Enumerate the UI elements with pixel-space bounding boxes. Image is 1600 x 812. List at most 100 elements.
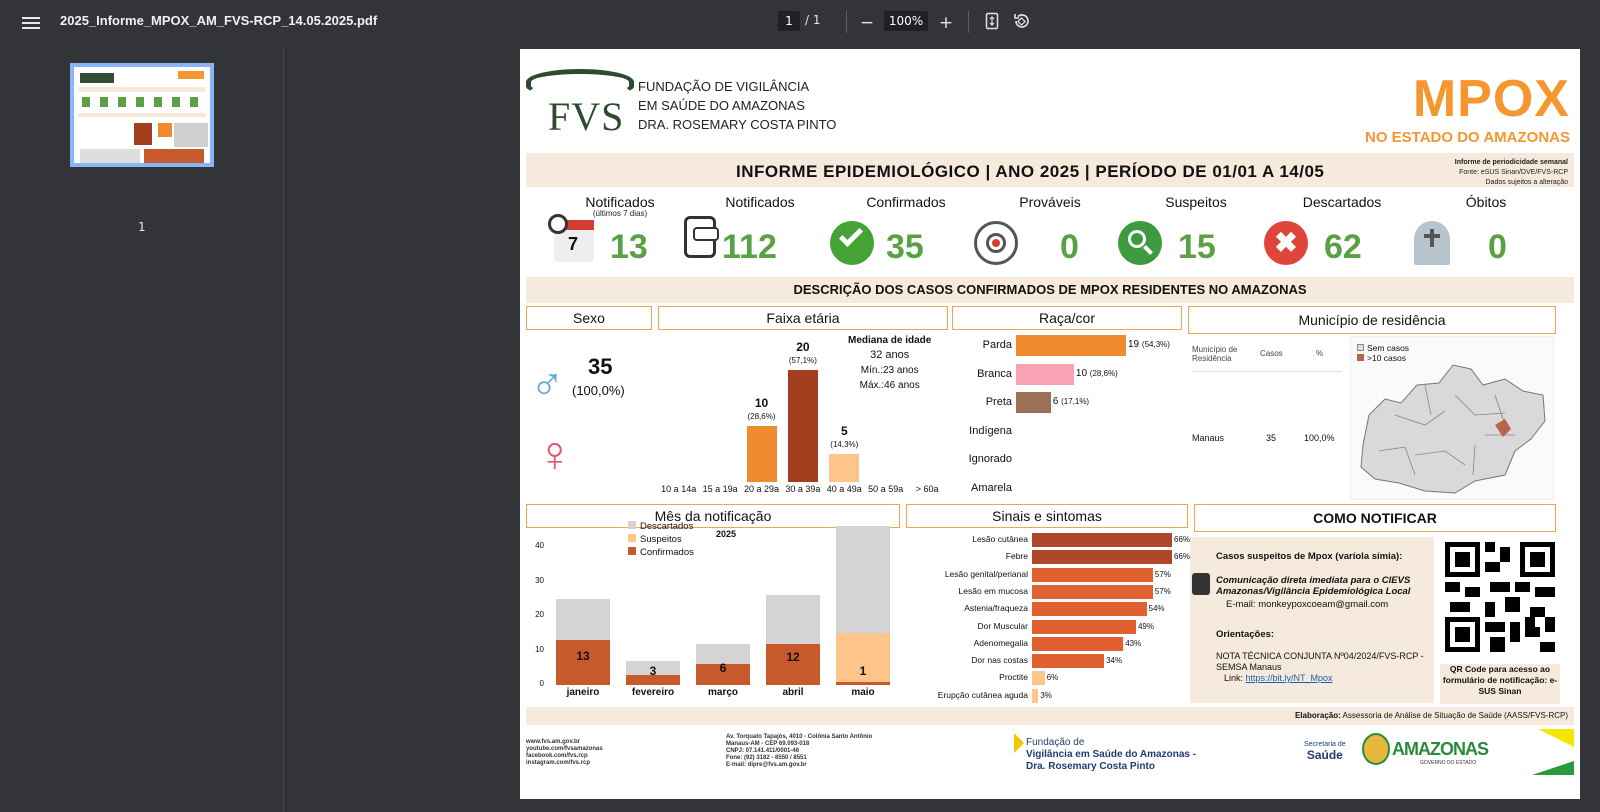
footer-youtube[interactable]: youtube.com/fvsamazonas	[526, 746, 603, 752]
fit-page-icon[interactable]	[981, 12, 1003, 34]
month-bar-segment	[556, 598, 610, 641]
faixa-title: Faixa etária	[658, 306, 948, 330]
kpi-obitos: Óbitos 0	[1414, 194, 1556, 266]
link-label: Link:	[1224, 673, 1244, 683]
race-data-label: 6 (17,1%)	[1052, 396, 1090, 407]
sinais-title: Sinais e sintomas	[906, 504, 1188, 528]
age-tick-label: 50 a 59a	[868, 484, 904, 494]
age-tick-label: 10 a 14a	[661, 484, 697, 494]
race-bar	[1016, 335, 1126, 356]
month-data-label: 1	[859, 664, 867, 678]
age-bar	[829, 454, 860, 482]
thumbnail-page-number: 1	[138, 220, 146, 234]
org-name: FUNDAÇÃO DE VIGILÂNCIA EM SAÚDE DO AMAZO…	[638, 77, 836, 134]
governo-label: GOVERNO DO ESTADO	[1420, 760, 1477, 766]
race-data-label: 10 (28,6%)	[1075, 367, 1118, 379]
symptom-pct: 66%	[1174, 535, 1191, 544]
kpi-sublabel: (últimos 7 dias)	[592, 209, 648, 218]
age-pct-label: (14,3%)	[830, 440, 859, 449]
month-y-tick: 10	[535, 644, 544, 654]
orientacoes-heading: Orientações:	[1216, 629, 1275, 640]
zoom-out-icon[interactable]: −	[859, 13, 875, 33]
month-data-label: 6	[719, 660, 727, 675]
mun-row-cases: 35	[1266, 433, 1277, 443]
address-line: E-mail: dipre@fvs.am.gov.br	[726, 762, 807, 768]
calendar-clock-icon: 7	[548, 214, 594, 262]
month-bar-segment	[836, 526, 890, 634]
banner-note: Informe de periodicidade semanal Fonte: …	[1455, 158, 1568, 188]
footer-facebook[interactable]: facebook.com/fvs.rcp	[526, 753, 588, 759]
calendar-day: 7	[568, 234, 579, 254]
nota-tecnica: NOTA TÉCNICA CONJUNTA Nº04/2024/FVS-RCP …	[1216, 651, 1424, 672]
symptom-label: Adenomegalia	[973, 637, 1028, 648]
zoom-level-input[interactable]: 100%	[884, 11, 928, 31]
race-pct-label: (28,6%)	[1089, 368, 1118, 378]
race-pct-label: (54,3%)	[1141, 340, 1170, 349]
amazonas-seal-icon	[1362, 733, 1390, 765]
age-bar	[746, 426, 777, 482]
month-y-tick: 40	[535, 541, 544, 550]
age-pct-label: (57,1%)	[788, 356, 817, 365]
symptom-label: Lesão cutânea	[972, 534, 1028, 544]
kpi-value: 15	[1178, 228, 1216, 266]
age-data-label: 10	[754, 396, 769, 410]
symptom-bar	[1032, 533, 1172, 547]
legend-swatch	[628, 521, 636, 529]
month-data-label: 12	[786, 650, 800, 665]
toolbar-divider	[846, 11, 847, 33]
page-thumbnail[interactable]	[70, 63, 214, 167]
max-age: Máx.:46 anos	[859, 380, 920, 391]
tombstone-icon	[1414, 221, 1450, 265]
month-bar-segment	[766, 595, 820, 644]
month-bar-segment	[836, 681, 890, 685]
footer-instagram[interactable]: instagram.com/fvs.rcp	[526, 760, 591, 766]
symptom-pct: 49%	[1137, 621, 1154, 631]
footer-website[interactable]: www.fvs.am.gov.br	[526, 739, 581, 745]
report-title: MPOX	[1412, 70, 1570, 128]
mes-title: Mês da notificação	[526, 504, 900, 528]
org-line-1: FUNDAÇÃO DE VIGILÂNCIA	[638, 79, 810, 94]
zoom-in-icon[interactable]: +	[938, 13, 954, 33]
symptom-bar	[1032, 636, 1124, 651]
footer-links: www.fvs.am.gov.br youtube.com/fvsamazona…	[526, 739, 603, 767]
symptom-pct: 34%	[1106, 656, 1123, 666]
amazonas-logo: AMAZONAS	[1392, 739, 1489, 759]
male-count: 35	[588, 354, 613, 379]
symptom-bar	[1032, 602, 1147, 617]
report-banner: INFORME EPIDEMIOLÓGICO | ANO 2025 | PERÍ…	[526, 153, 1574, 187]
age-data-label: 5	[840, 424, 848, 438]
magnifier-icon	[1118, 221, 1162, 265]
legend-label: Suspeitos	[640, 534, 682, 545]
kpi-value: 0	[1488, 228, 1507, 266]
kpi-provaveis: Prováveis 0	[974, 194, 1120, 266]
month-data-label: 3	[649, 664, 657, 678]
race-category-label: Preta	[985, 396, 1012, 408]
notify-email: E-mail: monkeypoxcoeam@gmail.com	[1226, 599, 1389, 610]
page-total: / 1	[805, 13, 821, 27]
nota-link[interactable]: https://bit.ly/NT_Mpox	[1245, 673, 1333, 683]
legend-swatch	[628, 534, 636, 542]
kpi-label: Notificados	[585, 194, 655, 210]
month-y-tick: 30	[535, 575, 544, 585]
phone-chat-icon	[684, 216, 719, 258]
symptom-pct: 57%	[1154, 569, 1171, 579]
page-number-input[interactable]: 1	[778, 11, 800, 31]
symptom-bar	[1032, 584, 1153, 599]
note-source: Fonte: eSUS Sinan/DVE/FVS-RCP	[1459, 169, 1568, 176]
corner-decoration	[1532, 761, 1574, 775]
kpi-value: 0	[1060, 228, 1079, 266]
rotate-icon[interactable]	[1010, 12, 1032, 34]
age-tick-label: > 60a	[915, 484, 939, 494]
menu-icon[interactable]	[22, 14, 40, 32]
address-line: Fone: (92) 3182 - 8550 / 8551	[726, 755, 807, 761]
fvs-logo: FVS	[548, 94, 625, 139]
month-bar-segment	[696, 643, 750, 665]
age-tick-label: 40 a 49a	[826, 484, 862, 494]
qr-caption: QR Code para acesso ao formulário de not…	[1440, 664, 1560, 704]
thumbnail-pane: 1	[0, 46, 284, 812]
qr-code[interactable]	[1445, 542, 1555, 652]
kpi-label: Descartados	[1302, 194, 1382, 210]
legend-item: Descartados	[628, 521, 693, 532]
race-data-label: 19 (54,3%)	[1128, 339, 1170, 350]
symptom-pct: 57%	[1154, 586, 1171, 596]
